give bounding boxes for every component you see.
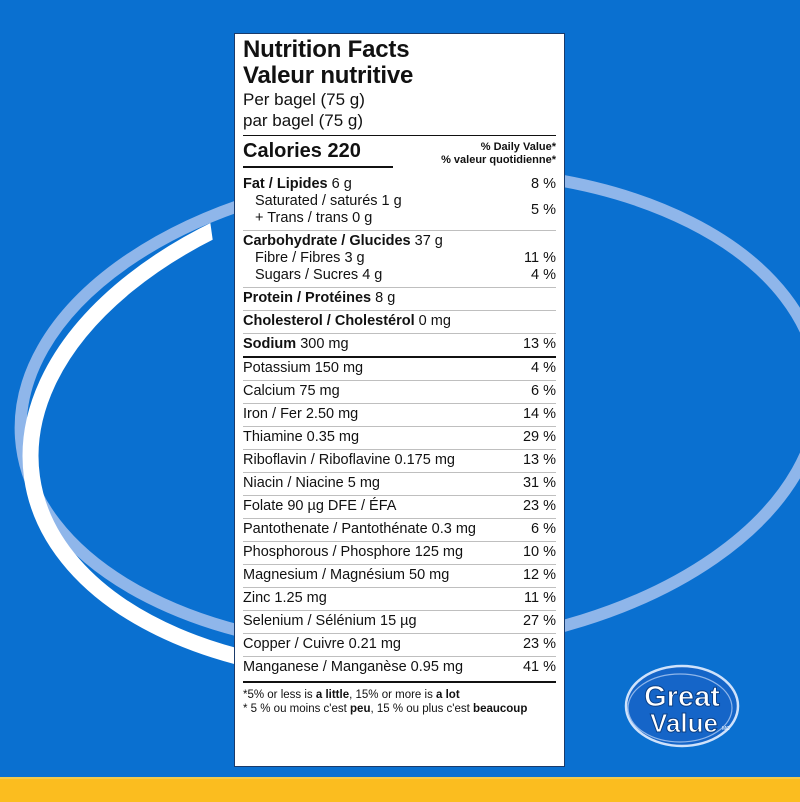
micro-row: Zinc 1.25 mg 11 % [243, 587, 556, 610]
serving-size-en: Per bagel (75 g) [243, 90, 365, 109]
sodium-row: Sodium 300 mg 13 % [243, 333, 556, 356]
svg-text:MC: MC [722, 726, 730, 732]
svg-text:Great: Great [644, 681, 720, 713]
micro-row: Folate 90 µg DFE / ÉFA 23 % [243, 495, 556, 518]
fibre-pct: 11 % [524, 250, 556, 266]
daily-value-header: % Daily Value* % valeur quotidienne* [441, 141, 556, 166]
carb-group: Carbohydrate / Glucides 37 g Fibre / Fib… [243, 230, 556, 287]
micro-row: Copper / Cuivre 0.21 mg 23 % [243, 633, 556, 656]
calories-row: Calories 220 % Daily Value* % valeur quo… [243, 136, 556, 174]
title-en: Nutrition Facts [243, 36, 410, 63]
serving-size-fr: par bagel (75 g) [243, 111, 364, 130]
micro-row: Iron / Fer 2.50 mg 14 % [243, 403, 556, 426]
footnote-en: *5% or less is a little, 15% or more is … [243, 689, 460, 701]
micro-row: Manganese / Manganèse 0.95 mg 41 % [243, 656, 556, 679]
sugars-name: Sugars / Sucres [255, 267, 359, 283]
cholesterol-row: Cholesterol / Cholestérol 0 mg [243, 310, 556, 333]
trans-name: + Trans / trans [255, 210, 349, 226]
calories: Calories 220 [243, 136, 393, 168]
fat-group: Fat / Lipides 6 g 8 % Saturated / saturé… [243, 176, 556, 226]
sugars-pct: 4 % [531, 267, 556, 283]
great-value-logo: Great Value MC [622, 660, 742, 752]
fat-pct: 8 % [531, 176, 556, 192]
micro-row: Niacin / Niacine 5 mg 31 % [243, 472, 556, 495]
svg-text:Value: Value [650, 708, 718, 738]
title-fr: Valeur nutritive [243, 62, 414, 89]
micro-row: Riboflavin / Riboflavine 0.175 mg 13 % [243, 449, 556, 472]
micro-row: Magnesium / Magnésium 50 mg 12 % [243, 564, 556, 587]
micro-row: Thiamine 0.35 mg 29 % [243, 426, 556, 449]
sat-trans-pct: 5 % [531, 202, 556, 218]
carb-name: Carbohydrate / Glucides [243, 233, 411, 249]
nutrition-facts-label: Nutrition Facts Valeur nutritive Per bag… [234, 33, 565, 767]
footnote: *5% or less is a little, 15% or more is … [243, 681, 556, 716]
footnote-fr: * 5 % ou moins c'est peu, 15 % ou plus c… [243, 703, 528, 715]
micro-row: Pantothenate / Pantothénate 0.3 mg 6 % [243, 518, 556, 541]
fibre-name: Fibre / Fibres [255, 250, 341, 266]
micro-row: Selenium / Sélénium 15 µg 27 % [243, 610, 556, 633]
protein-row: Protein / Protéines 8 g [243, 287, 556, 310]
great-value-logo-icon: Great Value MC [624, 664, 740, 748]
micro-row: Potassium 150 mg 4 % [243, 356, 556, 380]
fat-amount: 6 g [331, 176, 352, 192]
micro-row: Phosphorous / Phosphore 125 mg 10 % [243, 541, 556, 564]
saturated-name: Saturated / saturés [255, 193, 378, 209]
micro-row: Calcium 75 mg 6 % [243, 380, 556, 403]
yellow-band [0, 777, 800, 802]
fat-name: Fat / Lipides [243, 176, 328, 192]
